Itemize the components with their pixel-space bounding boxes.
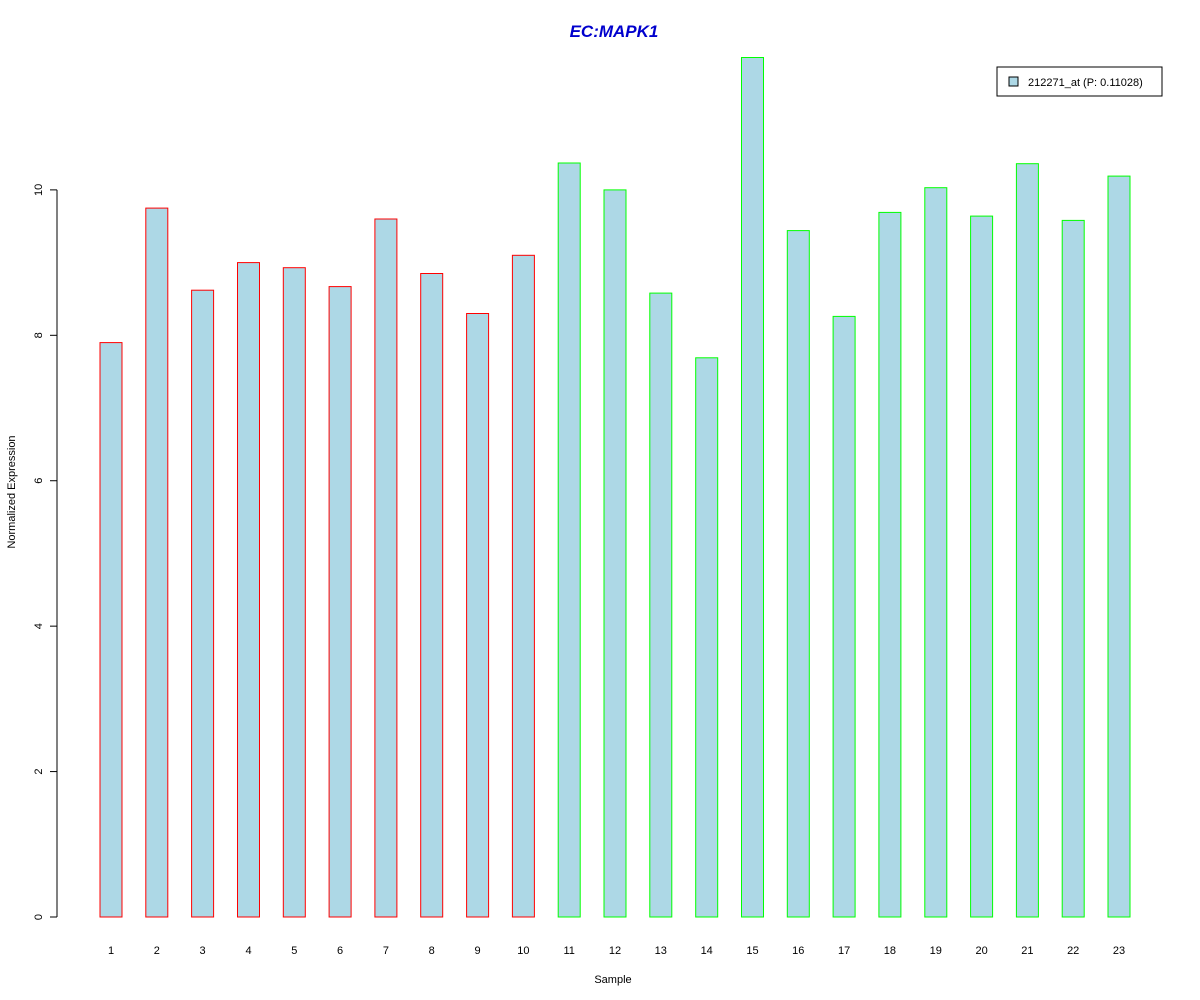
bar-sample-15 (741, 57, 764, 918)
bar-sample-14 (695, 357, 719, 918)
x-tick-label: 4 (245, 945, 251, 957)
bar-sample-3 (191, 289, 215, 918)
x-tick-label: 16 (792, 945, 804, 957)
bar-sample-4 (237, 262, 260, 918)
y-tick-label: 0 (33, 914, 45, 920)
x-tick-label: 8 (429, 945, 435, 957)
y-tick-label: 10 (33, 184, 45, 196)
y-tick-label: 6 (33, 478, 45, 484)
bar-sample-9 (466, 313, 490, 918)
x-tick-label: 19 (930, 945, 942, 957)
bar-sample-2 (145, 207, 169, 918)
x-tick-label: 23 (1113, 945, 1125, 957)
x-tick-label: 12 (609, 945, 621, 957)
bar-sample-10 (511, 254, 535, 918)
bar-sample-18 (878, 211, 902, 918)
x-tick-label: 15 (746, 945, 758, 957)
x-tick-label: 3 (200, 945, 206, 957)
x-tick-label: 21 (1021, 945, 1033, 957)
bar-sample-13 (649, 292, 673, 918)
x-tick-label: 17 (838, 945, 850, 957)
bar-sample-17 (832, 315, 856, 918)
x-tick-label: 22 (1067, 945, 1079, 957)
legend: 212271_at (P: 0.11028) (996, 66, 1163, 97)
x-tick-label: 7 (383, 945, 389, 957)
x-tick-label: 10 (517, 945, 529, 957)
bar-sample-7 (374, 218, 398, 918)
y-tick-label: 4 (33, 623, 45, 629)
bar-sample-11 (557, 162, 581, 918)
bar-sample-12 (603, 189, 627, 918)
bar-sample-16 (786, 230, 810, 918)
x-axis-label: Sample (594, 974, 631, 986)
chart-title: EC:MAPK1 (570, 22, 659, 41)
x-tick-label: 2 (154, 945, 160, 957)
bar-sample-21 (1015, 163, 1039, 918)
x-tick-label: 18 (884, 945, 896, 957)
bar-sample-1 (99, 342, 123, 918)
bar-sample-8 (420, 273, 444, 918)
bar-sample-20 (970, 215, 994, 918)
y-axis-label: Normalized Expression (6, 435, 18, 548)
bar-sample-19 (924, 187, 948, 918)
legend-label: 212271_at (P: 0.11028) (1028, 77, 1143, 89)
bar-sample-22 (1061, 219, 1085, 918)
x-tick-label: 20 (975, 945, 987, 957)
x-tick-label: 6 (337, 945, 343, 957)
x-tick-label: 9 (475, 945, 481, 957)
bar-sample-6 (328, 286, 352, 918)
x-tick-labels: 1 2 3 4 5 6 7 8 9 10 11 12 13 14 15 16 17 18 19 20 21 22 23 (108, 945, 1125, 957)
y-tick-label: 2 (33, 769, 45, 775)
y-tick-label: 8 (33, 332, 45, 338)
x-tick-label: 5 (291, 945, 297, 957)
y-axis: 0 2 4 6 8 10 (33, 184, 58, 920)
bar-sample-23 (1107, 175, 1131, 918)
x-tick-label: 13 (655, 945, 667, 957)
bars (99, 57, 1131, 918)
legend-swatch (1008, 76, 1019, 87)
x-tick-label: 11 (563, 945, 574, 957)
x-tick-label: 1 (108, 945, 114, 957)
legend-box (996, 66, 1163, 97)
x-tick-label: 14 (701, 945, 713, 957)
bar-sample-5 (282, 267, 306, 918)
